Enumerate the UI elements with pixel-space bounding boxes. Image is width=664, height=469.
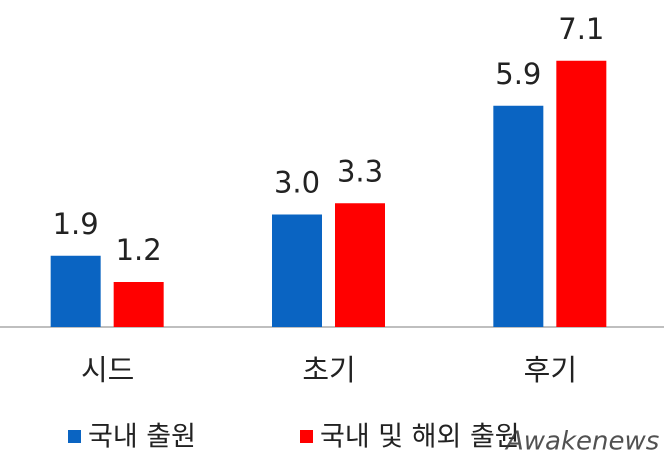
legend-label: 국내 출원 — [88, 422, 196, 453]
value-label: 5.9 — [495, 57, 541, 91]
value-label: 7.1 — [558, 12, 604, 46]
bar — [556, 60, 607, 327]
value-label: 3.3 — [337, 154, 383, 188]
value-label: 3.0 — [274, 166, 320, 200]
legend-swatch — [68, 430, 81, 443]
legend-swatch — [300, 430, 313, 443]
x-tick-label: 초기 — [302, 353, 355, 387]
bar — [50, 255, 101, 327]
value-label: 1.2 — [116, 233, 162, 267]
bar — [335, 203, 385, 327]
x-tick-label: 후기 — [524, 353, 577, 387]
bar — [113, 282, 164, 327]
value-label: 1.9 — [53, 207, 99, 241]
bar — [272, 214, 322, 327]
legend-label: 국내 및 해외 출원 — [320, 422, 520, 453]
x-tick-label: 시드 — [81, 353, 134, 387]
watermark: Awakenews — [504, 427, 659, 457]
bar — [493, 105, 544, 327]
